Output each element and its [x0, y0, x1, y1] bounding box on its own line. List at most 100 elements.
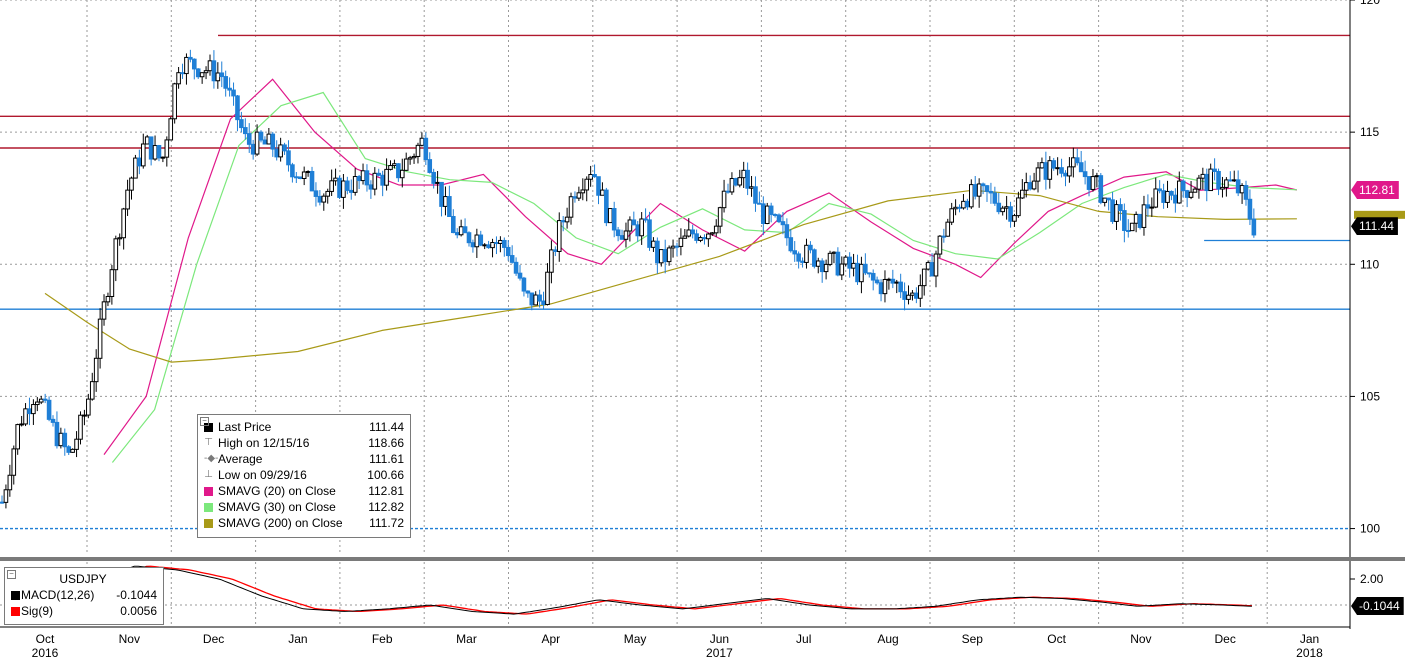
candle-body: [450, 216, 456, 234]
legend-label: High on 12/15/16: [218, 436, 310, 450]
candle-body: [604, 189, 609, 224]
candle-body: [1071, 157, 1076, 168]
candle-body: [639, 218, 644, 237]
candle-body: [23, 408, 28, 425]
macd-legend-value: 0.0056: [120, 604, 157, 618]
candle-body: [710, 232, 715, 235]
legend-label: SMAVG (30) on Close: [218, 500, 336, 514]
candle-body: [35, 401, 40, 406]
candle-body: [607, 208, 613, 224]
candle-body: [309, 171, 315, 192]
collapse-icon[interactable]: −: [7, 570, 16, 579]
candle-body: [529, 292, 535, 306]
candle-body: [741, 169, 746, 179]
candle-body: [317, 195, 323, 203]
candle-body: [227, 87, 232, 91]
candle-body: [70, 448, 75, 453]
legend-value: 112.82: [368, 500, 404, 514]
candle-body: [1145, 204, 1151, 209]
candle-body: [203, 70, 209, 74]
candle-body: [863, 263, 868, 274]
candle-body: [576, 192, 582, 199]
candle-body: [348, 189, 354, 193]
candle-body: [1102, 197, 1108, 203]
candle-body: [1016, 197, 1021, 217]
legend-row: SMAVG (20) on Close 112.81: [200, 483, 410, 499]
candle-body: [925, 262, 931, 270]
candle-body: [1239, 185, 1245, 194]
candle-body: [517, 272, 523, 279]
sma200-price-tag: [1354, 210, 1405, 219]
candle-body: [368, 184, 374, 190]
candle-body: [882, 278, 888, 295]
x-tick-label: Jun: [710, 632, 729, 646]
candle-body: [243, 127, 248, 135]
candle-body: [835, 251, 841, 276]
sma-line: [103, 78, 1298, 455]
candle-body: [329, 180, 334, 192]
candle-body: [121, 208, 126, 239]
candle-body: [1078, 162, 1084, 173]
candle-body: [470, 242, 476, 248]
candle-body: [717, 207, 723, 227]
candle-body: [965, 200, 970, 208]
candle-body: [137, 157, 142, 167]
candle-body: [619, 235, 625, 240]
candle-body: [129, 177, 134, 191]
candle-body: [635, 224, 641, 237]
candle-body: [921, 268, 927, 287]
legend-label: Average: [218, 452, 263, 466]
candle-body: [184, 56, 189, 75]
candle-body: [431, 171, 436, 184]
candle-body: [376, 172, 382, 176]
sma20-price-tag: 112.81: [1351, 181, 1399, 200]
candle-body: [423, 137, 429, 161]
candle-body: [549, 249, 554, 273]
candle-body: [957, 206, 962, 209]
candle-body: [902, 291, 907, 300]
candle-body: [600, 189, 605, 196]
candle-body: [188, 56, 193, 60]
candle-body: [474, 234, 480, 248]
candle-body: [1173, 194, 1178, 204]
legend-row: ⊤ High on 12/15/16 118.66: [200, 435, 410, 451]
candle-body: [521, 277, 527, 292]
sma-line: [111, 91, 1297, 463]
candle-body: [140, 143, 146, 167]
candle-body: [643, 218, 648, 221]
candle-body: [929, 262, 935, 277]
candle-body: [180, 72, 185, 75]
collapse-icon[interactable]: −: [200, 417, 209, 426]
candle-body: [160, 156, 166, 159]
candle-body: [690, 229, 695, 235]
candle-body: [105, 295, 111, 303]
candle-body: [815, 260, 821, 267]
candle-body: [286, 150, 291, 166]
candle-body: [11, 448, 17, 476]
candle-body: [564, 216, 570, 223]
candle-body: [258, 131, 264, 141]
candle-body: [713, 225, 719, 234]
candle-body: [1157, 188, 1162, 192]
candle-body: [749, 186, 754, 189]
candle-body: [478, 234, 484, 246]
candle-body: [195, 68, 201, 78]
candle-body: [505, 246, 511, 257]
candle-body: [1008, 206, 1013, 222]
candle-body: [250, 143, 256, 155]
candle-body: [392, 163, 397, 167]
macd-y-tick-label: 2.00: [1360, 572, 1384, 586]
candle-body: [274, 148, 280, 158]
candle-body: [360, 170, 366, 182]
candle-body: [796, 253, 801, 262]
candle-body: [655, 240, 660, 264]
candle-body: [388, 165, 393, 170]
candle-body: [839, 263, 845, 276]
macd-legend-label: Sig(9): [21, 604, 54, 618]
candle-body: [66, 446, 72, 453]
candle-body: [651, 240, 656, 248]
candle-body: [804, 244, 809, 263]
candle-body: [780, 221, 786, 226]
candle-body: [419, 137, 425, 146]
